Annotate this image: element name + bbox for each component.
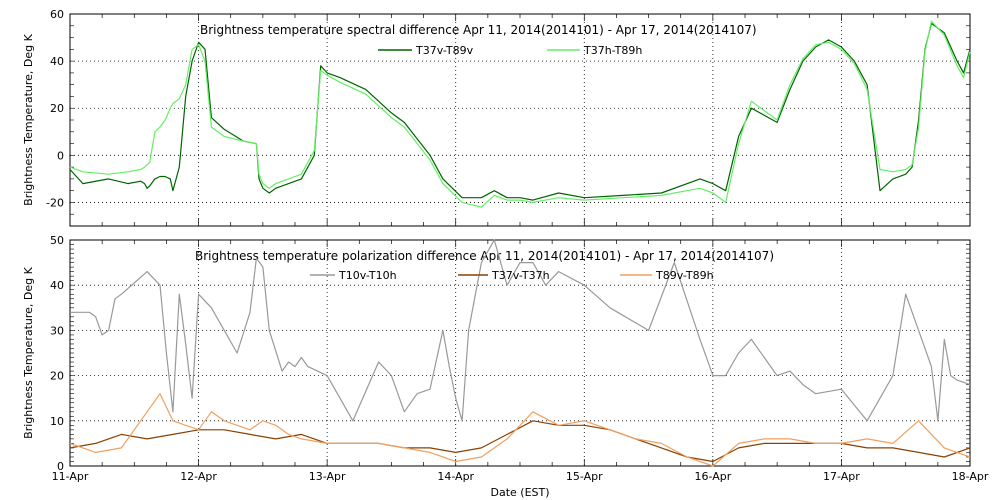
y-tick-label: 20: [50, 370, 64, 383]
series-line-t37v-t37h: [69, 420, 971, 463]
y-tick-label: 30: [50, 324, 64, 337]
x-tick-label: 11-Apr: [52, 470, 89, 483]
x-axis-label: Date (EST): [490, 486, 549, 499]
series-line-t10v-t10h: [70, 239, 971, 422]
y-tick-label: 0: [57, 460, 64, 473]
y-tick-label: 50: [50, 234, 64, 247]
top-y-axis-label: Brightness Temperature, Deg K: [22, 33, 35, 205]
series-line-t89v-t89h: [69, 393, 971, 467]
legend-label: T89v-T89h: [655, 269, 714, 282]
y-tick-label: -20: [46, 196, 64, 209]
y-tick-label: 40: [50, 55, 64, 68]
spectral-difference-panel: Brightness temperature spectral differen…: [22, 8, 971, 227]
y-tick-label: 0: [57, 149, 64, 162]
x-tick-label: 14-Apr: [437, 470, 474, 483]
y-tick-label: 20: [50, 102, 64, 115]
legend-label: T37h-T89h: [583, 44, 642, 57]
x-tick-label: 17-Apr: [823, 470, 860, 483]
top-chart-title: Brightness temperature spectral differen…: [200, 23, 757, 37]
y-tick-label: 60: [50, 8, 64, 21]
legend-label: T37v-T89v: [415, 44, 474, 57]
x-tick-label: 13-Apr: [309, 470, 346, 483]
x-tick-label: 16-Apr: [694, 470, 731, 483]
bottom-y-axis-label: Brightness Temperature, Deg K: [22, 266, 35, 438]
x-tick-label: 18-Apr: [952, 470, 989, 483]
x-tick-label: 15-Apr: [566, 470, 603, 483]
y-tick-label: 40: [50, 279, 64, 292]
series-line-t37h-t89h: [69, 20, 971, 208]
series-line-t37v-t89v: [69, 22, 971, 201]
legend-label: T10v-T10h: [338, 269, 397, 282]
polarization-difference-panel: Brightness temperature polarization diff…: [22, 234, 989, 499]
y-tick-label: 10: [50, 415, 64, 428]
x-tick-label: 12-Apr: [180, 470, 217, 483]
legend-label: T37v-T37h: [491, 269, 550, 282]
